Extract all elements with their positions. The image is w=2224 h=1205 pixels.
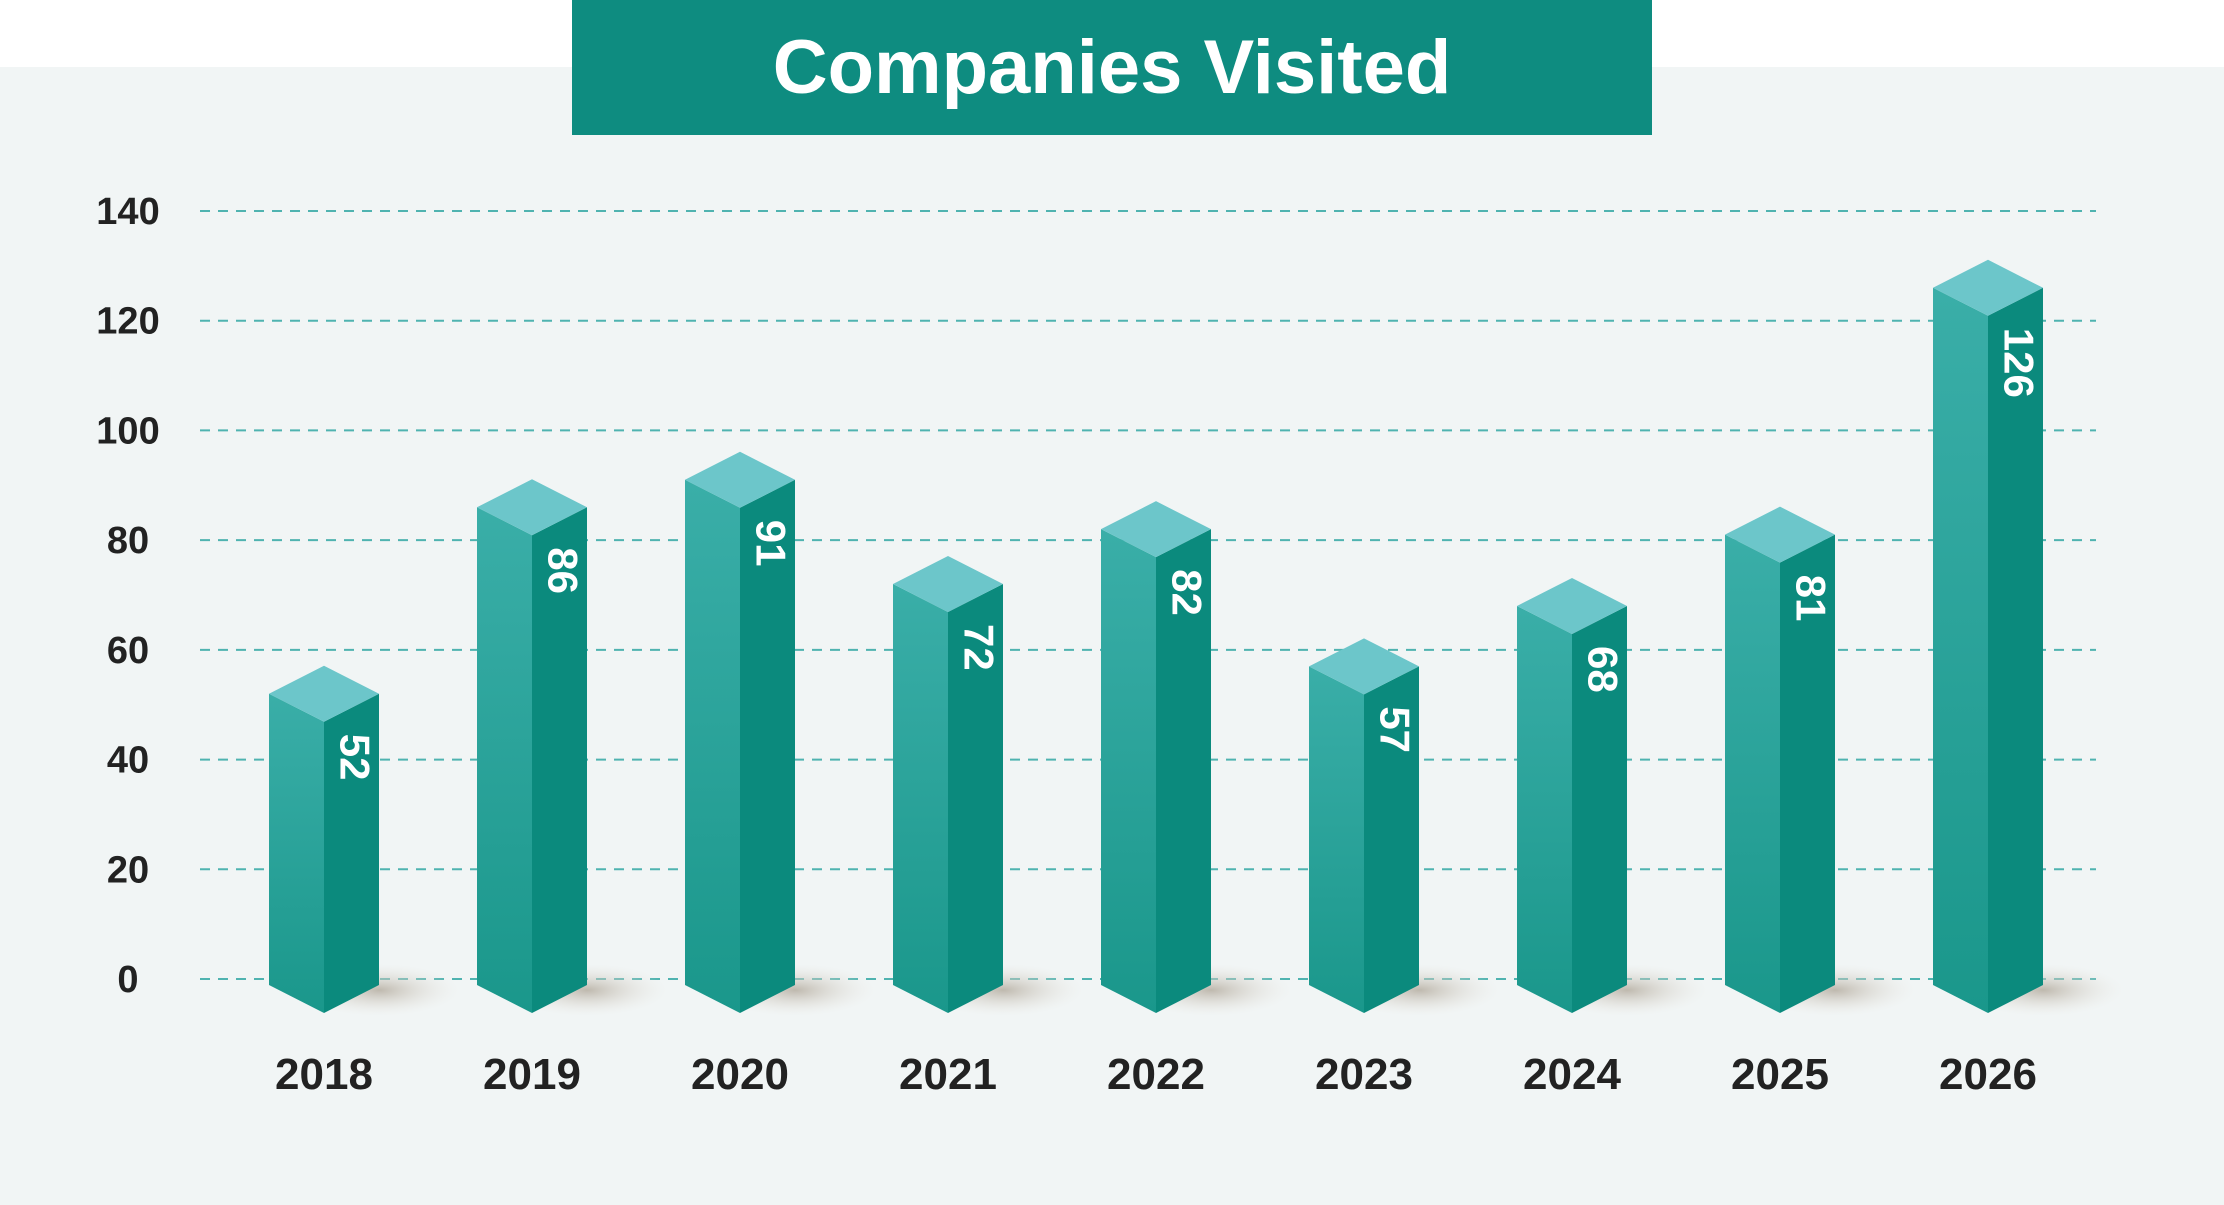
x-tick-label: 2026	[1939, 1050, 2037, 1099]
y-tick-label: 80	[107, 520, 149, 562]
bar-front-face	[893, 584, 948, 1013]
y-tick-label: 60	[107, 630, 149, 672]
bar-2023: 57	[1309, 638, 1499, 1016]
x-tick-label: 2024	[1523, 1050, 1621, 1099]
bar-value-label: 91	[747, 520, 794, 567]
bar-front-face	[269, 693, 324, 1013]
x-tick-label: 2019	[483, 1050, 581, 1099]
bar-top-face	[1309, 638, 1419, 695]
x-tick-label: 2023	[1315, 1050, 1413, 1099]
bar-2025: 81	[1725, 506, 1915, 1016]
bar-side-face	[1572, 605, 1627, 1013]
y-tick-label: 120	[96, 301, 159, 343]
bar-value-label: 86	[539, 547, 586, 594]
bar-2018: 52	[269, 665, 459, 1016]
bar-front-face	[1101, 529, 1156, 1013]
bar-front-face	[1933, 287, 1988, 1013]
bar-value-label: 72	[955, 624, 1002, 671]
bar-side-face	[1156, 529, 1211, 1013]
bar-side-face	[324, 693, 379, 1013]
x-axis: 2018 2019 2020 2021 2022 2023 2024 2025 2026	[275, 1050, 2037, 1099]
bars: 52 86 91 72 82 57 68 81 126	[269, 259, 2123, 1016]
x-tick-label: 2018	[275, 1050, 373, 1099]
x-tick-label: 2020	[691, 1050, 789, 1099]
bar-2021: 72	[893, 556, 1083, 1016]
bar-2019: 86	[477, 479, 667, 1016]
bar-front-face	[685, 479, 740, 1013]
bar-value-label: 57	[1371, 706, 1418, 753]
bar-side-face	[740, 479, 795, 1013]
y-axis: 0 20 40 60 80 100 120 140	[96, 191, 159, 1001]
bar-top-face	[1933, 259, 2043, 316]
bar-front-face	[1517, 605, 1572, 1013]
bar-top-face	[1101, 501, 1211, 558]
bar-side-face	[532, 507, 587, 1013]
bar-top-face	[1725, 506, 1835, 563]
bar-2024: 68	[1517, 577, 1707, 1016]
bar-side-face	[1780, 534, 1835, 1013]
bar-value-label: 82	[1163, 569, 1210, 616]
bar-front-face	[477, 507, 532, 1013]
bar-2020: 91	[685, 451, 875, 1016]
bar-2022: 82	[1101, 501, 1291, 1016]
bar-2026: 126	[1933, 259, 2123, 1016]
bar-front-face	[1725, 534, 1780, 1013]
bar-side-face	[948, 584, 1003, 1013]
bar-top-face	[269, 665, 379, 722]
bar-value-label: 68	[1579, 646, 1626, 693]
bar-top-face	[477, 479, 587, 536]
bar-value-label: 126	[1995, 328, 2042, 398]
bar-top-face	[893, 556, 1003, 613]
bar-top-face	[685, 451, 795, 508]
bar-top-face	[1517, 577, 1627, 634]
bar-side-face	[1364, 666, 1419, 1013]
y-tick-label: 40	[107, 740, 149, 782]
x-tick-label: 2025	[1731, 1050, 1829, 1099]
bar-front-face	[1309, 666, 1364, 1013]
y-tick-label: 0	[117, 959, 138, 1001]
y-tick-label: 20	[107, 849, 149, 891]
x-tick-label: 2022	[1107, 1050, 1205, 1099]
bar-side-face	[1988, 287, 2043, 1013]
title-banner: Companies Visited	[572, 0, 1652, 135]
chart-title: Companies Visited	[772, 25, 1452, 110]
y-tick-label: 140	[96, 191, 159, 233]
bar-value-label: 81	[1787, 575, 1834, 622]
bar-value-label: 52	[331, 734, 378, 781]
x-tick-label: 2021	[899, 1050, 997, 1099]
y-tick-label: 100	[96, 410, 159, 452]
